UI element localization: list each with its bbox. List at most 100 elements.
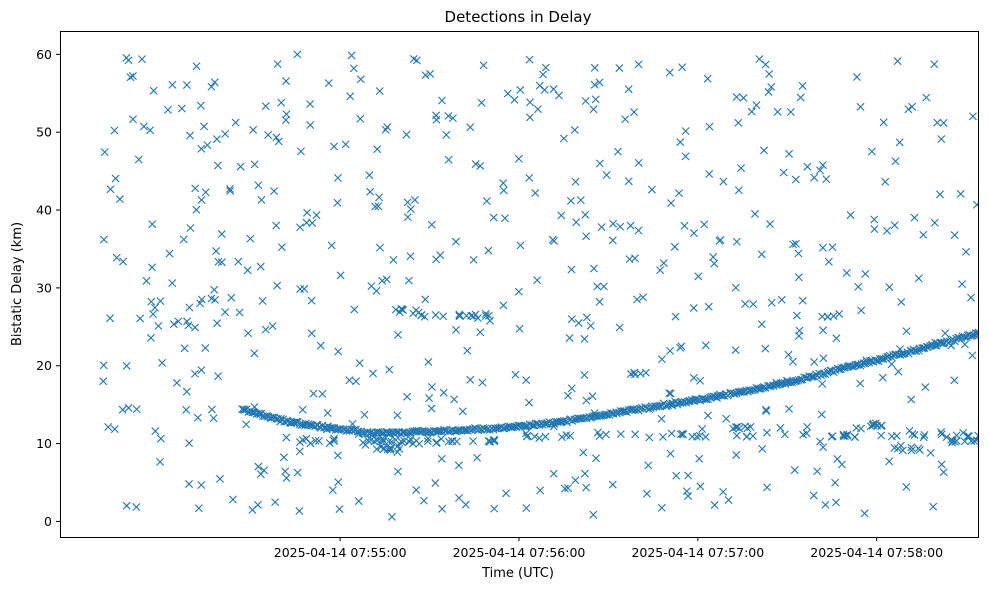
data-point <box>920 430 929 439</box>
data-point <box>958 280 967 289</box>
data-point <box>975 330 978 339</box>
data-point <box>616 222 625 231</box>
data-point <box>306 121 315 130</box>
data-point <box>850 433 859 442</box>
data-point <box>387 437 396 446</box>
data-point <box>878 373 887 382</box>
data-point <box>444 111 453 120</box>
data-point <box>227 293 236 302</box>
data-point <box>296 285 305 294</box>
data-point <box>549 85 558 94</box>
data-point <box>590 409 599 418</box>
data-point <box>749 300 758 309</box>
data-point <box>570 126 579 135</box>
data-point <box>526 98 535 107</box>
data-point <box>557 433 566 442</box>
data-point <box>272 133 281 142</box>
data-point <box>437 96 446 105</box>
data-point <box>112 253 121 262</box>
data-point <box>382 275 391 284</box>
data-point <box>816 437 825 446</box>
data-point <box>200 122 209 131</box>
data-point <box>732 431 741 440</box>
data-point <box>672 471 681 480</box>
data-point <box>184 321 193 330</box>
data-point <box>119 257 128 266</box>
data-point <box>791 239 800 248</box>
data-point <box>110 126 119 135</box>
data-point <box>666 449 675 458</box>
data-point <box>412 436 421 445</box>
data-point <box>311 436 320 445</box>
data-point <box>678 63 687 72</box>
data-point <box>327 241 336 250</box>
data-point <box>296 223 305 232</box>
data-point <box>469 424 478 433</box>
y-tick-label: 60 <box>36 47 52 62</box>
data-point <box>295 438 304 447</box>
data-point <box>271 498 280 507</box>
data-point <box>914 274 923 283</box>
data-point <box>333 173 342 182</box>
data-point <box>138 55 147 64</box>
data-point <box>571 476 580 485</box>
data-point <box>333 198 342 207</box>
data-point <box>580 371 589 379</box>
data-point <box>601 430 610 439</box>
data-point <box>423 437 432 446</box>
y-tick-label: 10 <box>36 436 52 451</box>
data-point <box>929 502 938 511</box>
data-point <box>106 185 115 194</box>
data-point <box>136 314 145 323</box>
data-point <box>602 170 611 179</box>
data-point <box>168 80 177 89</box>
data-point <box>502 489 511 498</box>
data-point <box>930 218 939 227</box>
data-point <box>586 321 595 330</box>
data-point <box>818 312 827 321</box>
data-point <box>431 310 440 319</box>
data-point <box>391 436 400 445</box>
data-point <box>703 411 712 420</box>
data-point <box>703 74 712 83</box>
data-point <box>281 467 290 476</box>
data-point <box>629 405 638 414</box>
data-point <box>843 431 852 440</box>
data-point <box>798 81 807 90</box>
data-point <box>574 319 583 328</box>
data-point <box>346 92 355 101</box>
data-point <box>881 177 890 186</box>
data-point <box>402 130 411 139</box>
data-point <box>867 147 876 156</box>
data-point <box>702 395 711 404</box>
data-point <box>642 489 651 498</box>
data-point <box>324 79 333 88</box>
data-point <box>540 419 549 428</box>
data-point <box>373 145 382 154</box>
data-point <box>937 135 946 144</box>
data-point <box>190 369 199 378</box>
data-point <box>393 330 402 339</box>
data-point <box>857 306 866 315</box>
data-point <box>788 357 797 366</box>
data-point <box>593 282 602 291</box>
data-point <box>210 285 219 294</box>
data-point <box>983 439 989 446</box>
data-point <box>852 73 861 82</box>
data-point <box>201 188 210 197</box>
data-point <box>156 434 165 443</box>
data-point <box>334 347 343 356</box>
data-point <box>156 297 165 306</box>
data-point <box>948 438 957 447</box>
data-point <box>463 346 472 355</box>
data-point <box>442 130 451 139</box>
data-point <box>444 155 453 164</box>
data-point <box>564 484 572 493</box>
data-point <box>676 138 685 147</box>
data-point <box>589 105 598 114</box>
data-point <box>890 221 899 230</box>
data-point <box>897 349 906 358</box>
data-point <box>824 257 833 266</box>
data-point <box>209 414 218 423</box>
